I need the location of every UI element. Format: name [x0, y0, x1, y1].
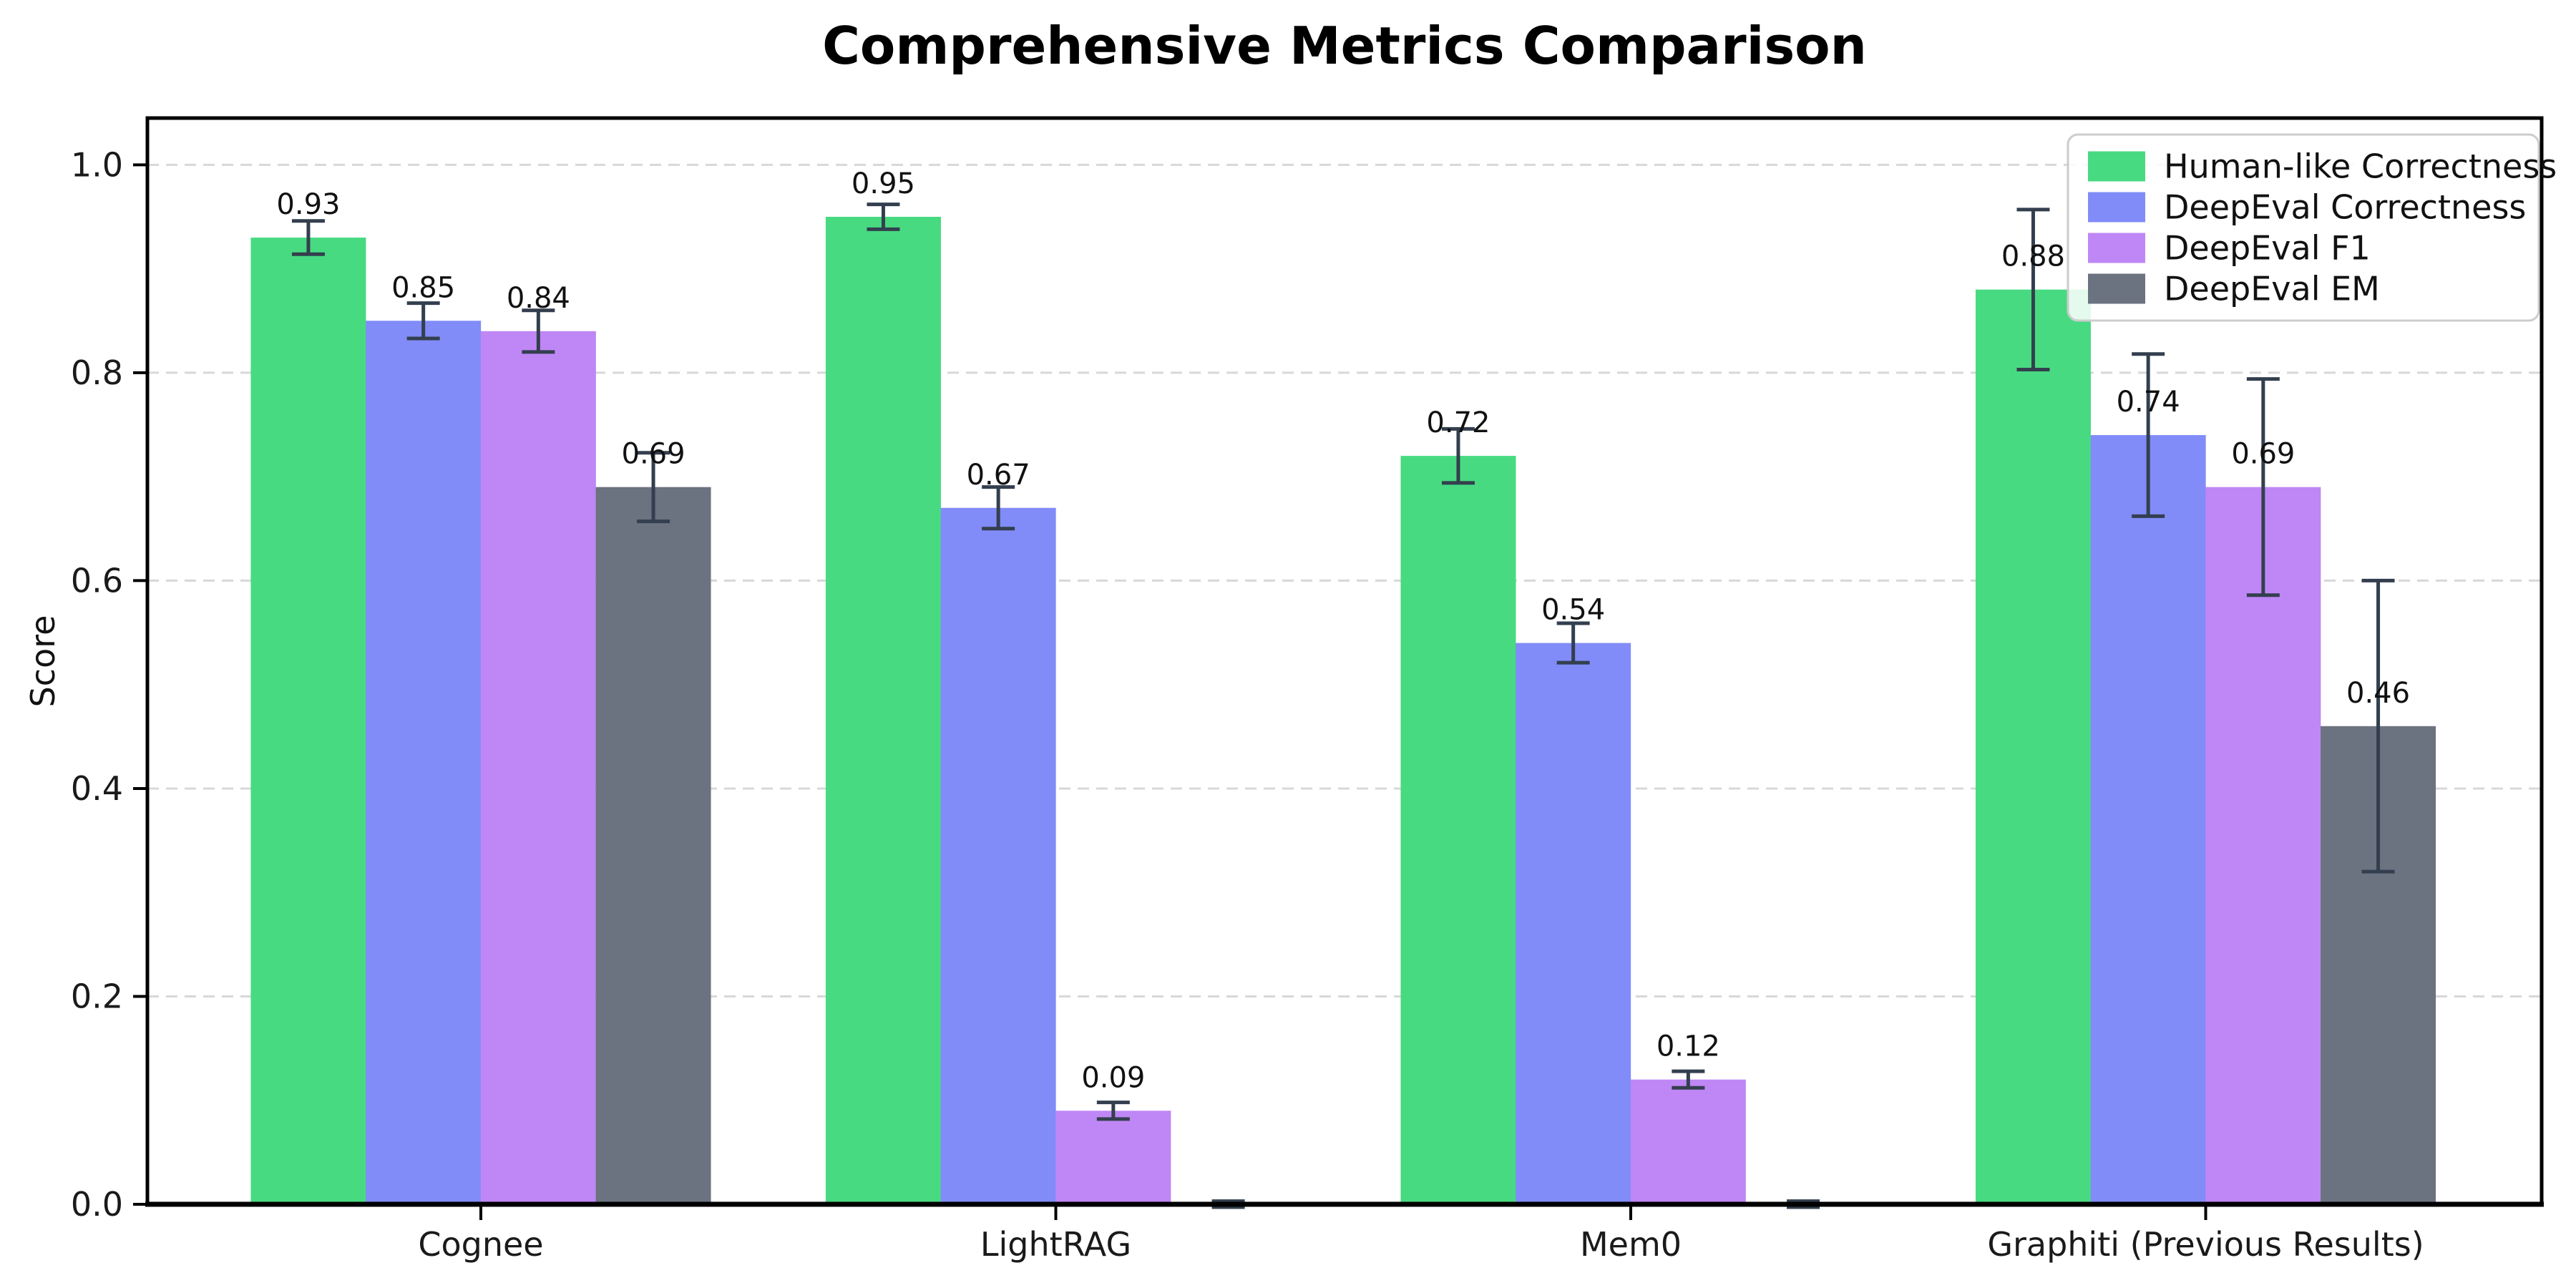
bar-value-label: 0.09: [1081, 1061, 1145, 1094]
bar-value-label: 0.69: [2231, 438, 2295, 471]
bar: [2205, 487, 2321, 1204]
bar-value-label: 0.85: [391, 271, 455, 304]
y-tick-label: 0.6: [71, 561, 123, 600]
x-tick-label: Graphiti (Previous Results): [1987, 1225, 2424, 1264]
bar-value-labels: 0.93 0.95 0.72 0.88 0.85 0.67 0.54 0.74 0.84 0.09…: [276, 167, 2410, 1094]
bar: [595, 487, 711, 1204]
x-tick-label: Cognee: [418, 1225, 543, 1264]
y-tick-label: 0.2: [71, 977, 123, 1015]
bar-value-label: 0.46: [2346, 677, 2410, 710]
legend-label: DeepEval Correctness: [2164, 188, 2526, 227]
axes: [145, 116, 2544, 1207]
bar-value-label: 0.54: [1541, 594, 1605, 627]
bar: [250, 238, 366, 1205]
bar: [1400, 456, 1516, 1205]
bar: [366, 321, 482, 1204]
y-tick-label: 0.0: [71, 1185, 123, 1224]
x-axis-ticks: Cognee LightRAG Mem0 Graphiti (Previous Res…: [418, 1206, 2424, 1264]
bar: [825, 217, 941, 1204]
y-tick-label: 0.8: [71, 353, 123, 392]
bar-value-label: 0.93: [276, 188, 340, 221]
y-axis-ticks: 0.0 0.2 0.4 0.6 0.8 1.0: [71, 145, 147, 1224]
y-tick-label: 0.4: [71, 769, 123, 808]
bar: [1630, 1079, 1746, 1204]
bar-value-label: 0.95: [852, 167, 915, 200]
bar: [1975, 289, 2091, 1204]
legend-label: DeepEval EM: [2164, 270, 2380, 308]
bar: [1516, 643, 1631, 1204]
bar-value-label: 0.12: [1657, 1030, 1720, 1063]
legend-swatch: [2088, 273, 2145, 304]
y-tick-label: 1.0: [71, 145, 123, 184]
legend-swatch: [2088, 151, 2145, 182]
bar-value-label: 0.69: [622, 438, 686, 471]
legend-label: DeepEval F1: [2164, 229, 2371, 268]
x-tick-label: LightRAG: [980, 1225, 1131, 1264]
bars-group: [250, 217, 2436, 1205]
bar-value-label: 0.74: [2117, 386, 2180, 419]
bar: [1055, 1111, 1171, 1204]
bar-value-label: 0.84: [507, 282, 570, 315]
bar: [940, 507, 1056, 1204]
legend-label: Human-like Correctness: [2164, 147, 2557, 186]
bar: [480, 331, 596, 1205]
bar-value-label: 0.72: [1426, 406, 1490, 439]
bar: [2090, 435, 2206, 1204]
chart-title: Comprehensive Metrics Comparison: [822, 16, 1867, 76]
error-bars: [291, 203, 2395, 1209]
bar-value-label: 0.67: [967, 459, 1030, 492]
bar-value-label: 0.88: [2001, 240, 2065, 273]
legend-swatch: [2088, 233, 2145, 263]
legend-swatch: [2088, 192, 2145, 223]
x-tick-label: Mem0: [1580, 1225, 1682, 1264]
